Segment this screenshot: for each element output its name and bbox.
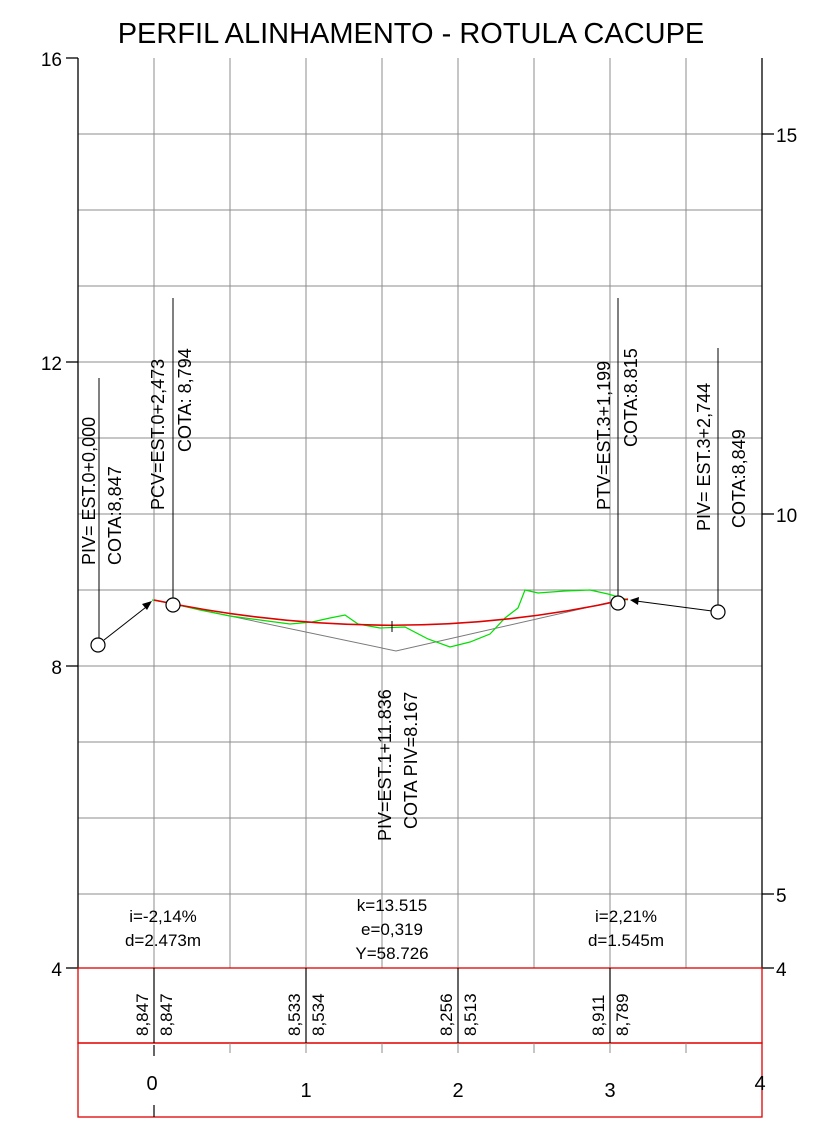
point-cota: COTA:8,849 bbox=[729, 429, 749, 528]
point-cota: COTA: 8,794 bbox=[175, 348, 195, 452]
piv-cota: COTA PIV=8.167 bbox=[401, 692, 421, 829]
leader-line bbox=[635, 600, 713, 612]
arrow-head bbox=[142, 601, 152, 610]
project-elevation: 8,534 bbox=[309, 993, 328, 1036]
elevation-row-box bbox=[77, 967, 763, 1044]
piv-label: PIV=EST.1+11.836 bbox=[375, 689, 395, 841]
right-grade: i=2,21% bbox=[595, 907, 657, 926]
right-distance: d=1.545m bbox=[588, 931, 664, 950]
terrain-elevation: 8,911 bbox=[589, 995, 608, 1036]
elevation-values: 8,847 8,847 8,533 8,534 8,256 8,513 8,91… bbox=[133, 993, 632, 1036]
terrain-profile-line bbox=[151, 589, 629, 648]
point-marker bbox=[610, 595, 626, 611]
station-label: 2 bbox=[452, 1080, 463, 1102]
station-labels: 0 1 2 3 4 bbox=[146, 1073, 765, 1102]
terrain-elevation: 8,256 bbox=[437, 993, 456, 1036]
left-axis-label: 4 bbox=[51, 960, 62, 981]
point-marker bbox=[165, 597, 181, 613]
left-axis-label: 16 bbox=[41, 50, 62, 71]
station-row-box bbox=[77, 1042, 763, 1118]
point-marker bbox=[90, 637, 106, 653]
left-axis-labels: 16 12 8 4 bbox=[41, 50, 63, 981]
point-label: PIV= EST.0+0,000 bbox=[79, 417, 99, 565]
leaders bbox=[98, 298, 719, 644]
point-label: PIV= EST.3+2,744 bbox=[694, 383, 714, 531]
point-marker bbox=[710, 604, 726, 620]
station-label: 1 bbox=[300, 1080, 311, 1102]
drawing-title: PERFIL ALINHAMENTO - ROTULA CACUPE bbox=[118, 18, 705, 50]
point-label: PTV=EST.3+1,199 bbox=[594, 361, 614, 510]
project-elevation: 8,513 bbox=[461, 993, 480, 1036]
right-axis-label: 10 bbox=[776, 506, 797, 527]
arrow-head bbox=[630, 597, 639, 605]
project-elevation: 8,847 bbox=[157, 993, 176, 1036]
point-cota: COTA:8,847 bbox=[105, 466, 125, 565]
left-axis-label: 8 bbox=[51, 658, 62, 679]
elevation-table bbox=[77, 967, 763, 1118]
grade-parameters: i=-2,14% d=2.473m k=13.515 e=0,319 Y=58.… bbox=[125, 896, 664, 963]
grid bbox=[78, 58, 762, 968]
table-dividers bbox=[153, 968, 611, 1117]
station-label: 0 bbox=[146, 1073, 157, 1095]
right-axis-labels: 15 10 5 4 bbox=[776, 126, 797, 981]
vertical-curve-line bbox=[153, 598, 629, 627]
leader-line bbox=[103, 603, 151, 641]
terrain-elevation: 8,533 bbox=[285, 993, 304, 1036]
left-axis-label: 12 bbox=[41, 354, 62, 375]
curve-e: e=0,319 bbox=[361, 920, 423, 939]
terrain-elevation: 8,847 bbox=[133, 993, 152, 1036]
station-label: 4 bbox=[754, 1073, 765, 1095]
point-label: PCV=EST.0+2,473 bbox=[148, 359, 168, 510]
right-axis-label: 15 bbox=[776, 126, 797, 147]
curve-y: Y=58.726 bbox=[355, 944, 428, 963]
left-distance: d=2.473m bbox=[125, 931, 201, 950]
left-grade: i=-2,14% bbox=[129, 907, 197, 926]
axes bbox=[66, 57, 774, 969]
station-label: 3 bbox=[604, 1080, 615, 1102]
point-annotations: PIV= EST.0+0,000 COTA:8,847 PCV=EST.0+2,… bbox=[79, 348, 749, 841]
point-cota: COTA:8.815 bbox=[621, 348, 641, 447]
right-axis-label: 4 bbox=[776, 960, 787, 981]
point-markers bbox=[90, 595, 726, 653]
right-axis-label: 5 bbox=[776, 886, 787, 907]
project-elevation: 8,789 bbox=[613, 993, 632, 1036]
curve-k: k=13.515 bbox=[357, 896, 427, 915]
table-ticks bbox=[229, 1043, 687, 1053]
